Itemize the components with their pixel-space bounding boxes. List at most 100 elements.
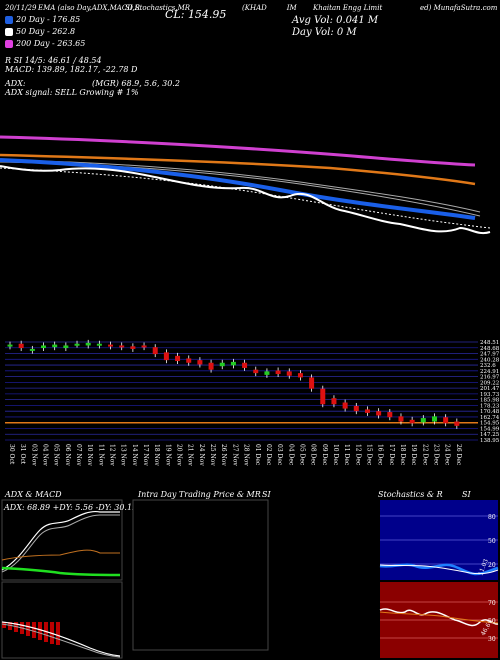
avg-volume: Avg Vol: 0.041 M <box>292 15 379 26</box>
date-tick-label: 24 Nov <box>198 444 205 466</box>
candle <box>74 343 80 346</box>
ma-20-swatch <box>5 15 13 24</box>
candle <box>297 373 303 378</box>
candle <box>398 416 404 422</box>
date-tick-label: 08 Dec <box>310 444 317 466</box>
price-tick-label: 248.51 <box>480 340 499 346</box>
candle <box>130 346 136 349</box>
date-tick-label: 18 Dec <box>399 444 406 466</box>
header-date: 20/11/29 <box>5 4 37 12</box>
candle <box>197 360 203 365</box>
date-tick-label: 24 Dec <box>444 444 451 466</box>
price-tick-label: 138.95 <box>480 438 500 444</box>
candle <box>230 361 236 366</box>
date-tick-label: 02 Dec <box>265 444 272 466</box>
date-tick-label: 26 Nov <box>220 444 227 466</box>
candle <box>152 347 158 355</box>
candle <box>454 421 460 426</box>
close-value: 154.95 <box>187 8 227 21</box>
date-tick-label: 28 Nov <box>243 444 250 466</box>
date-tick-label: 15 Dec <box>365 444 372 466</box>
ma-gray-line-1 <box>0 159 481 213</box>
price-tick-label: 248.68 <box>480 346 500 352</box>
adx-line-2 <box>1 514 120 573</box>
day-volume: Day Vol: 0 M <box>292 27 357 38</box>
price-tick-label: 154.99 <box>480 426 500 432</box>
stoch-d-line <box>379 564 499 575</box>
intraday-panel-title: Intra Day Trading Price & MR <box>138 490 261 499</box>
ma-50-row: 50 Day - 262.8 <box>5 27 75 36</box>
ma-dash-line <box>0 167 491 229</box>
date-tick-label: 07 Nov <box>75 444 82 466</box>
candle <box>163 352 169 361</box>
date-tick-label: 19 Dec <box>410 444 417 466</box>
macd-signal-line <box>1 623 121 658</box>
candle <box>7 344 13 347</box>
price-axis: 248.51248.68247.97240.28232.6224.91216.9… <box>480 340 500 444</box>
macd-panel <box>1 581 123 659</box>
date-tick-label: 19 Nov <box>164 444 171 466</box>
dy-minus-line <box>1 549 120 561</box>
stoch-panel-title: Stochastics & R <box>378 490 443 499</box>
date-tick-label: 06 Nov <box>64 444 71 466</box>
candle <box>443 417 449 424</box>
symbol-text: (KHAD <box>242 4 267 12</box>
rsi-line <box>379 608 499 627</box>
adx-panel <box>1 499 123 581</box>
close-price: CL: 154.95 <box>165 8 226 21</box>
candle <box>63 345 69 349</box>
ma-20-row: 20 Day - 176.85 <box>5 15 80 24</box>
candle <box>353 405 359 412</box>
date-tick-label: 05 Dec <box>298 444 305 466</box>
header-symbol: (KHAD IM <box>242 4 297 12</box>
price-tick-label: 147.25 <box>480 432 500 438</box>
stoch-tick-20: 20 <box>488 562 496 569</box>
price-tick-label: 216.97 <box>480 375 500 381</box>
candle <box>208 362 214 370</box>
intraday-panel <box>132 499 269 651</box>
ma-20-label: 20 Day - 176.85 <box>16 15 81 24</box>
price-tick-label: 240.28 <box>480 357 500 363</box>
date-tick-label: 27 Nov <box>231 444 238 466</box>
date-tick-label: 05 Nov <box>53 444 60 466</box>
macd-line <box>1 621 121 657</box>
price-tick-label: 154.95 <box>480 421 500 427</box>
candle <box>409 419 415 424</box>
date-tick-label: 17 Nov <box>142 444 149 466</box>
candle <box>342 402 348 409</box>
adx-signal: ADX signal: SELL Growing # 1% <box>5 88 139 97</box>
candle <box>96 343 102 346</box>
candle <box>376 411 382 416</box>
date-tick-label: 10 Dec <box>332 444 339 466</box>
candle <box>242 362 248 368</box>
price-tick-label: 170.48 <box>480 409 500 415</box>
header-stoch: SI,Stochastics,MR <box>125 4 191 12</box>
price-tick-label: 162.74 <box>480 415 500 421</box>
close-label: CL: <box>165 8 185 21</box>
date-tick-label: 17 Dec <box>388 444 395 466</box>
rsi-tick-70: 70 <box>488 600 496 607</box>
date-tick-label: 18 Nov <box>153 444 160 466</box>
candle <box>331 398 337 405</box>
date-tick-label: 03 Nov <box>30 444 37 466</box>
candle <box>286 371 292 376</box>
rsi-tick-30: 30 <box>488 636 496 643</box>
price-line <box>0 165 491 235</box>
candle <box>364 409 370 413</box>
date-tick-label: 31 Oct <box>19 444 26 465</box>
candle <box>108 344 114 347</box>
candle <box>186 358 192 363</box>
date-tick-label: 25 Nov <box>209 444 216 466</box>
date-tick-label: 10 Nov <box>86 444 93 466</box>
company-name: Khaitan Engg Limit <box>313 4 383 12</box>
candle <box>420 418 426 423</box>
candle <box>387 412 393 418</box>
date-tick-label: 20 Nov <box>176 444 183 466</box>
date-tick-label: 11 Nov <box>97 444 104 466</box>
date-tick-label: 13 Nov <box>120 444 127 466</box>
candle <box>175 355 181 362</box>
date-tick-label: 09 Dec <box>321 444 328 466</box>
ma-200-line <box>0 135 476 167</box>
price-tick-label: 232.6 <box>480 363 496 369</box>
